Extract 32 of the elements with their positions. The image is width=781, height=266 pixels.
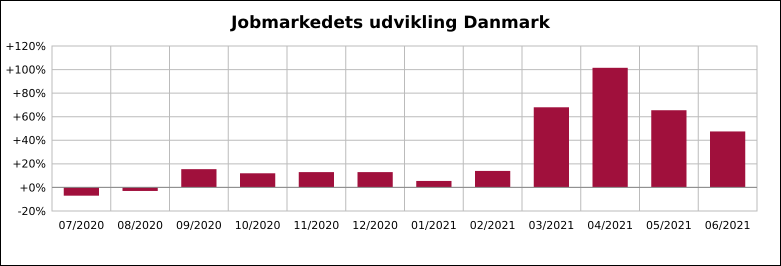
bar [298, 172, 334, 188]
chart-title: Jobmarkedets udvikling Danmark [230, 13, 551, 33]
x-tick-label: 02/2021 [470, 219, 516, 232]
bar [592, 68, 628, 188]
x-tick-label: 03/2021 [528, 219, 574, 232]
x-tick-label: 05/2021 [646, 219, 692, 232]
bar [240, 173, 276, 188]
bar [416, 180, 452, 188]
y-tick-label: -20% [18, 204, 46, 218]
y-tick-label: +40% [12, 134, 46, 148]
bar [358, 172, 393, 188]
y-tick-label: +80% [12, 86, 46, 100]
x-tick-label: 08/2020 [117, 219, 163, 232]
y-tick-label: +60% [12, 110, 46, 124]
x-tick-label: 07/2020 [58, 219, 104, 232]
x-tick-label: 10/2020 [234, 219, 280, 232]
x-tick-label: 04/2021 [587, 219, 633, 232]
y-tick-label: +120% [5, 40, 46, 53]
y-tick-label: +100% [5, 63, 46, 76]
x-tick-label: 06/2021 [704, 219, 750, 232]
bar [534, 107, 569, 188]
y-tick-label: +20% [12, 158, 46, 171]
x-tick-label: 09/2020 [176, 219, 222, 232]
bar [651, 110, 686, 188]
x-tick-label: 12/2020 [352, 219, 398, 232]
bar [710, 131, 746, 188]
bar [475, 170, 510, 188]
bar [64, 187, 99, 196]
y-tick-label: +0% [19, 181, 46, 194]
x-tick-label: 01/2021 [411, 219, 457, 232]
x-tick-label: 11/2020 [294, 219, 340, 232]
bar [181, 169, 216, 188]
